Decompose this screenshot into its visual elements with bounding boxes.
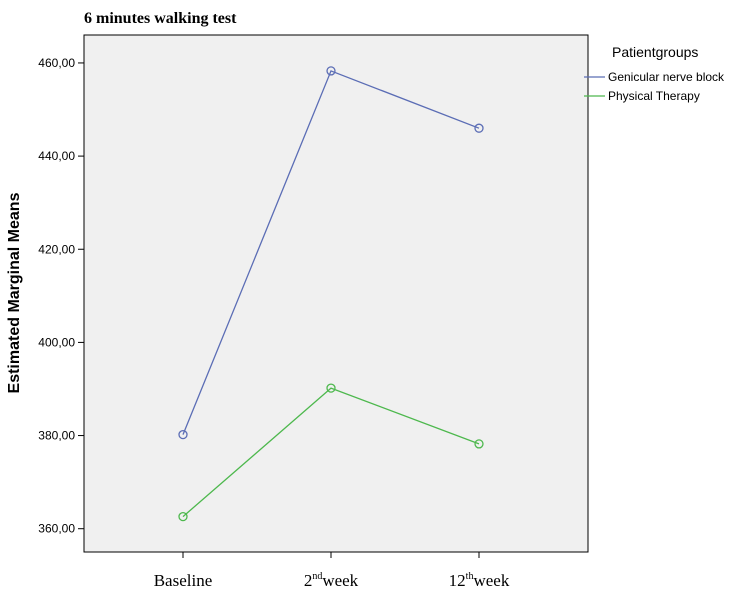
data-point [474,439,484,449]
series-line [182,70,480,435]
x-tick-label-sup: th [466,571,474,582]
plot-area [83,34,589,553]
data-point [326,383,336,393]
series-1 [178,66,484,440]
y-axis: 360,00 380,00 400,00 420,00 440,00 460,00 [38,56,84,536]
y-tick-label: 400,00 [38,335,75,349]
x-tick-label-base: Baseline [154,571,213,590]
x-tick-label-tail: week [322,571,358,590]
y-tick-label: 380,00 [38,429,75,443]
y-tick-label: 360,00 [38,522,75,536]
series-line [182,387,480,518]
x-tick-label: 2ndweek [304,571,359,590]
y-tick-label: 460,00 [38,56,75,70]
x-tick-label: 12thweek [449,571,510,590]
x-tick-label: Baseline [154,571,213,590]
y-axis-label: Estimated Marginal Means [6,192,23,393]
data-point [178,429,188,440]
x-tick-label-tail: week [473,571,509,590]
series-2 [178,383,484,522]
legend-label: Genicular nerve block [608,70,725,84]
x-tick-label-base: 12 [449,571,466,590]
legend-title: Patientgroups [612,44,698,60]
x-axis: Baseline 2ndweek 12thweek [154,552,510,590]
x-tick-label-base: 2 [304,571,313,590]
data-point [178,511,188,522]
chart-title: 6 minutes walking test [84,10,237,27]
x-tick-label-sup: nd [312,571,322,582]
legend: Patientgroups Genicular nerve block Physi… [584,44,725,103]
y-tick-label: 440,00 [38,149,75,163]
series-layer [178,66,484,522]
data-point [326,66,336,76]
y-tick-label: 420,00 [38,242,75,256]
legend-label: Physical Therapy [608,89,700,103]
data-point [474,123,484,133]
